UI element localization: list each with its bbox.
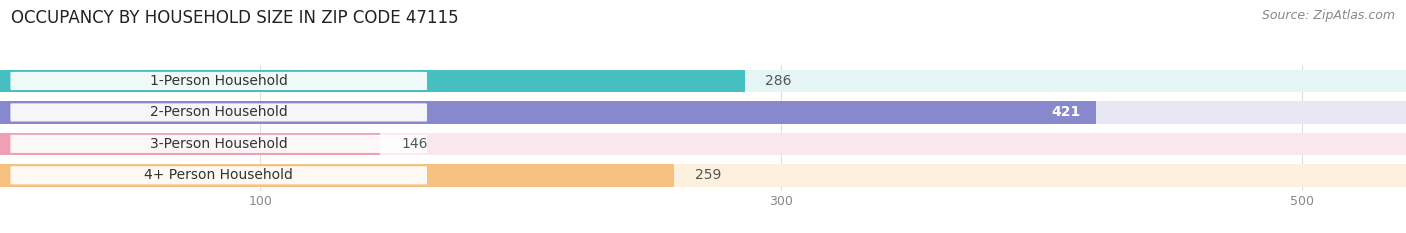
Text: 2-Person Household: 2-Person Household — [150, 105, 288, 120]
Text: 3-Person Household: 3-Person Household — [150, 137, 288, 151]
Text: 146: 146 — [401, 137, 427, 151]
Bar — [0, 101, 1097, 124]
Text: 1-Person Household: 1-Person Household — [150, 74, 288, 88]
FancyBboxPatch shape — [10, 103, 427, 121]
Text: 286: 286 — [765, 74, 792, 88]
Text: 4+ Person Household: 4+ Person Household — [145, 168, 292, 182]
Text: Source: ZipAtlas.com: Source: ZipAtlas.com — [1261, 9, 1395, 22]
FancyBboxPatch shape — [10, 135, 427, 153]
Bar — [0, 101, 1406, 124]
Bar — [0, 70, 1406, 92]
Bar — [0, 164, 1406, 187]
Text: 259: 259 — [695, 168, 721, 182]
FancyBboxPatch shape — [10, 72, 427, 90]
Bar — [0, 164, 675, 187]
Bar — [0, 70, 745, 92]
FancyBboxPatch shape — [10, 166, 427, 184]
Bar — [0, 133, 380, 155]
Text: 421: 421 — [1052, 105, 1081, 120]
Text: OCCUPANCY BY HOUSEHOLD SIZE IN ZIP CODE 47115: OCCUPANCY BY HOUSEHOLD SIZE IN ZIP CODE … — [11, 9, 458, 27]
Bar — [0, 133, 1406, 155]
